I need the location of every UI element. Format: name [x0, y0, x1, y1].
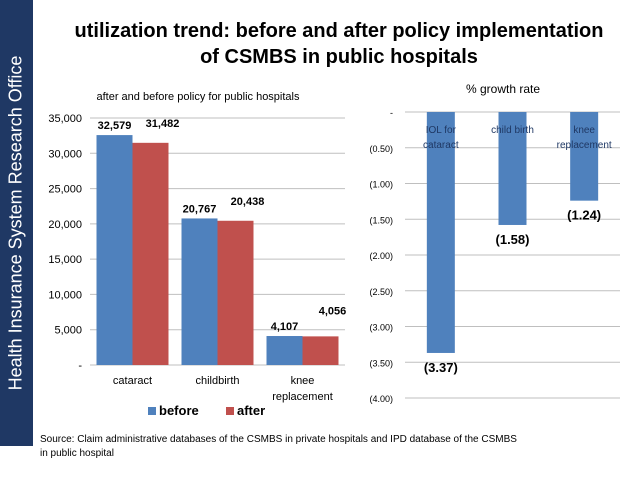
data-label-after: 20,438	[231, 196, 265, 208]
title-line-1: utilization trend: before and after poli…	[74, 20, 604, 42]
growth-data-label: (1.58)	[496, 232, 530, 247]
right-y-tick-label: (1.00)	[369, 180, 393, 190]
data-label-after: 4,056	[319, 305, 347, 317]
bar-before	[181, 218, 218, 365]
left-x-tick-label: childbirth	[195, 375, 239, 387]
title-line-2: of CSMBS in public hospitals	[200, 46, 478, 68]
data-label-after: 31,482	[146, 118, 180, 130]
legend-label-before: before	[159, 403, 199, 418]
left-x-tick-label: cataract	[113, 375, 152, 387]
data-label-before: 4,107	[271, 321, 299, 333]
right-y-tick-label: (2.50)	[369, 287, 393, 297]
left-chart-legend: before after	[148, 403, 265, 418]
bar-after	[302, 336, 339, 365]
right-y-tick-label: (4.00)	[369, 394, 393, 404]
source-note: Source: Claim administrative databases o…	[40, 433, 600, 461]
right-x-tick-label: knee	[573, 125, 595, 136]
data-label-before: 20,767	[183, 203, 217, 215]
right-chart-title: % growth rate	[466, 82, 540, 96]
left-x-tick-label: replacement	[272, 391, 333, 403]
growth-data-label: (3.37)	[424, 360, 458, 375]
growth-data-label: (1.24)	[567, 208, 601, 223]
right-y-tick-label: (1.50)	[369, 215, 393, 225]
utilization-bar-chart: after and before policy for public hospi…	[48, 91, 346, 418]
page-title: utilization trend: before and after poli…	[40, 18, 638, 70]
right-x-tick-label: replacement	[557, 140, 612, 151]
bar-after	[217, 220, 254, 365]
legend-label-after: after	[237, 403, 265, 418]
legend-swatch-before	[148, 407, 156, 415]
left-y-tick-label: 20,000	[48, 219, 82, 231]
left-chart-title: after and before policy for public hospi…	[96, 91, 300, 103]
bar-after	[132, 142, 169, 365]
growth-bar	[570, 112, 599, 201]
sidebar-banner: Health Insurance System Research Office	[0, 0, 33, 446]
left-y-tick-label: 25,000	[48, 184, 82, 196]
source-line-2: in public hospital	[40, 448, 114, 459]
left-y-tick-label: 30,000	[48, 148, 82, 160]
left-y-tick-label: 15,000	[48, 254, 82, 266]
left-y-tick-label: -	[78, 360, 82, 372]
right-x-tick-label: IOL for	[426, 125, 457, 136]
right-x-tick-label: child birth	[491, 125, 534, 136]
left-x-tick-label: knee	[291, 375, 315, 387]
right-y-tick-label: (3.00)	[369, 323, 393, 333]
left-y-tick-label: 5,000	[54, 325, 82, 337]
left-y-tick-label: 10,000	[48, 289, 82, 301]
right-y-tick-label: (0.50)	[369, 144, 393, 154]
data-label-before: 32,579	[98, 120, 132, 132]
right-y-tick-label: -	[390, 108, 393, 118]
source-line-1: Source: Claim administrative databases o…	[40, 434, 517, 445]
growth-rate-bar-chart: % growth rate (3.37) (1.58) (1.24) - (0.50)…	[369, 82, 620, 404]
growth-bar	[426, 112, 455, 353]
growth-bar	[498, 112, 527, 225]
right-x-tick-label: cataract	[423, 140, 459, 151]
right-y-tick-label: (3.50)	[369, 358, 393, 368]
bar-before	[266, 336, 303, 365]
left-y-tick-label: 35,000	[48, 113, 82, 125]
bar-before	[96, 135, 133, 365]
legend-swatch-after	[226, 407, 234, 415]
right-y-tick-label: (2.00)	[369, 251, 393, 261]
